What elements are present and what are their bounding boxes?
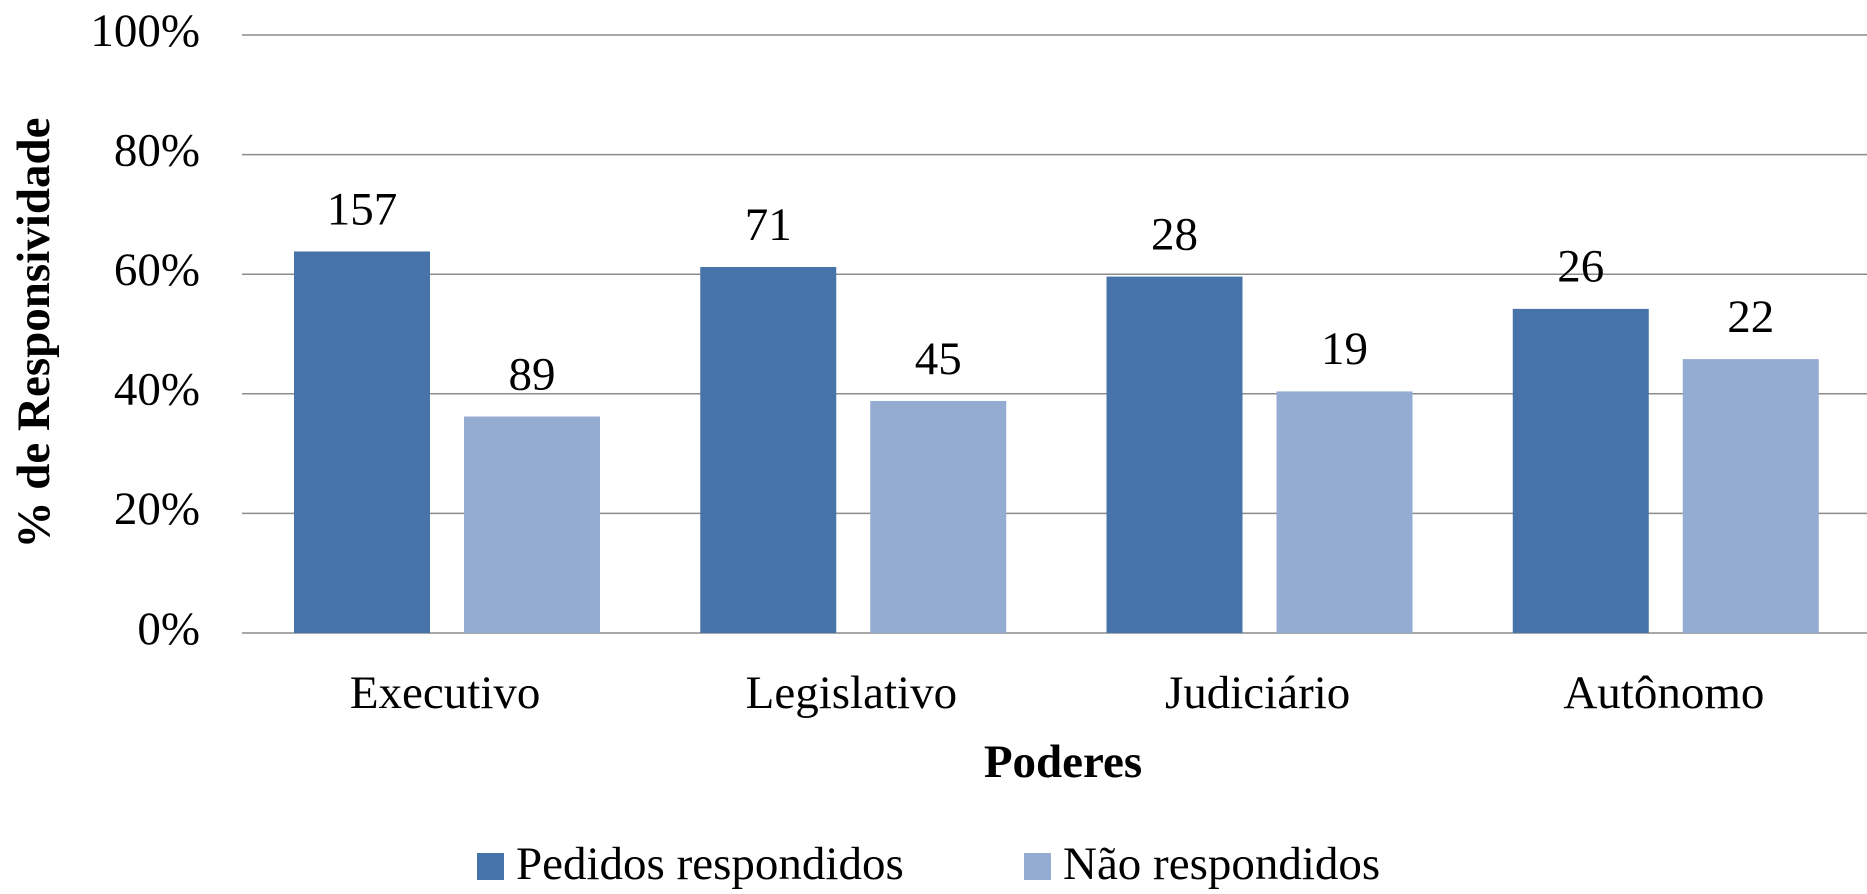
bar (1106, 276, 1243, 633)
y-axis-title: % de Responsividade (8, 118, 60, 549)
data-label: 28 (1151, 208, 1198, 260)
x-tick-label: Executivo (350, 667, 541, 719)
data-label: 71 (745, 199, 792, 251)
x-axis-title: Poderes (984, 736, 1142, 788)
bar (464, 416, 600, 633)
data-label: 157 (327, 183, 398, 235)
data-label: 19 (1321, 323, 1368, 375)
data-label: 45 (915, 333, 962, 385)
legend-label: Não respondidos (1063, 838, 1380, 890)
y-tick-label: 100% (90, 5, 200, 57)
x-tick-label: Legislativo (746, 667, 957, 719)
bar (1276, 391, 1413, 633)
x-tick-label: Autônomo (1563, 667, 1764, 719)
bar (294, 251, 430, 633)
bar (1512, 308, 1649, 633)
legend-swatch (477, 853, 504, 880)
y-tick-label: 80% (114, 124, 200, 176)
bar (1682, 359, 1819, 633)
bar (870, 400, 1007, 633)
legend-label: Pedidos respondidos (516, 838, 904, 890)
y-tick-label: 0% (137, 603, 200, 655)
data-label: 89 (509, 348, 556, 400)
y-tick-label: 20% (114, 483, 200, 535)
x-tick-label: Judiciário (1165, 667, 1350, 719)
data-label: 22 (1727, 291, 1774, 343)
data-label: 26 (1557, 241, 1604, 293)
y-tick-label: 40% (114, 364, 200, 416)
legend-swatch (1024, 853, 1051, 880)
y-tick-label: 60% (114, 244, 200, 296)
bar (700, 267, 837, 633)
